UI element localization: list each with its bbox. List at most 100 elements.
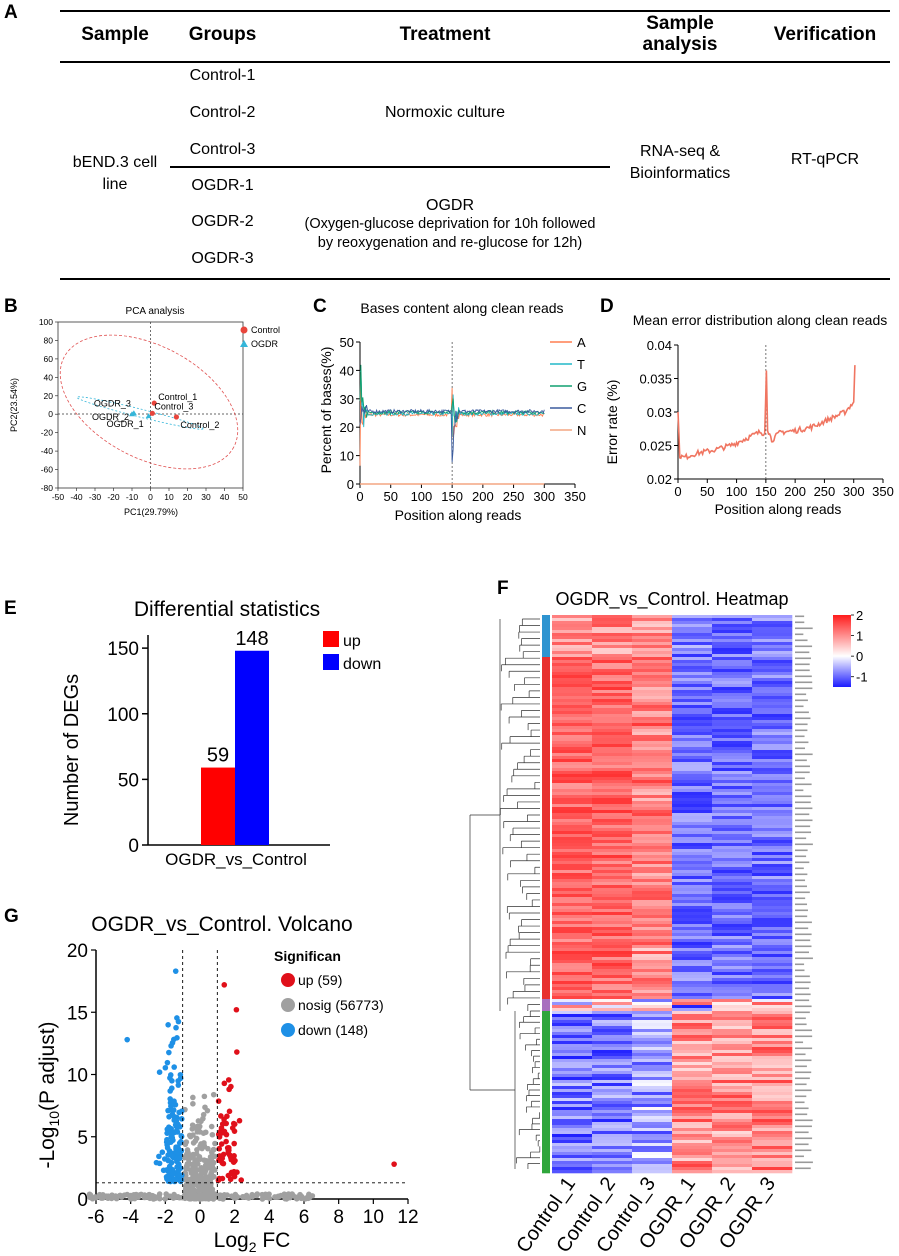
- volcano-point-nosig: [170, 1195, 177, 1201]
- heatmap-cell: [552, 1074, 593, 1078]
- heatmap-cell: [672, 1140, 713, 1144]
- heatmap-cluster-bar: [542, 1104, 550, 1108]
- volcano-point-nosig: [182, 1195, 188, 1202]
- heatmap-cell: [592, 1143, 633, 1147]
- heatmap-cluster-bar: [542, 687, 550, 691]
- dendrogram-branch: [512, 827, 540, 835]
- heatmap-cell: [632, 969, 673, 973]
- volcano-point-nosig: [185, 1191, 192, 1197]
- heatmap-cell: [632, 672, 673, 676]
- heatmap-cell: [672, 882, 713, 886]
- heatmap-cluster-bar: [542, 744, 550, 748]
- heatmap-cell: [552, 1107, 593, 1111]
- table-header-rule: [60, 61, 890, 63]
- heatmap-cell: [592, 906, 633, 910]
- heatmap-cell: [712, 984, 753, 988]
- dendrogram-branch: [502, 847, 540, 855]
- volcano-point-nosig: [183, 1163, 190, 1169]
- heatmap-row-label: [795, 909, 808, 912]
- dendrogram-branch: [507, 945, 540, 953]
- volcano-point-nosig: [184, 1149, 191, 1156]
- heatmap-cell: [552, 858, 593, 862]
- heatmap-cell: [752, 717, 793, 721]
- heatmap-cell: [672, 1041, 713, 1045]
- heatmap-cluster-bar: [542, 669, 550, 673]
- dendrogram-branch: [509, 834, 540, 842]
- heatmap-cell: [592, 969, 633, 973]
- heatmap-cell: [672, 870, 713, 874]
- heatmap-cell: [752, 936, 793, 940]
- heatmap-cell: [712, 1041, 753, 1045]
- heatmap-cell: [752, 915, 793, 919]
- dendrogram-branch: [529, 964, 540, 972]
- heatmap-cell: [632, 927, 673, 931]
- heatmap-cell: [672, 915, 713, 919]
- heatmap-cell: [672, 897, 713, 901]
- heatmap-cell: [632, 1002, 673, 1006]
- heatmap-cell: [752, 1047, 793, 1051]
- heatmap-cell: [632, 747, 673, 751]
- heatmap-cell: [552, 1104, 593, 1108]
- heatmap-row-label: [795, 1041, 804, 1044]
- heatmap-cell: [552, 1014, 593, 1018]
- dendrogram-branch: [522, 886, 540, 894]
- heatmap-cell: [632, 675, 673, 679]
- pca-title: PCA analysis: [126, 306, 185, 317]
- heatmap-cell: [752, 951, 793, 955]
- heatmap-cell: [672, 786, 713, 790]
- heatmap-cell: [552, 966, 593, 970]
- heatmap-cell: [712, 750, 753, 754]
- heatmap-cell: [752, 660, 793, 664]
- heatmap-cell: [752, 948, 793, 952]
- heatmap-cell: [592, 942, 633, 946]
- pca-ytick-label: 60: [44, 354, 54, 364]
- heatmap-cluster-bar: [542, 966, 550, 970]
- heatmap-cell: [752, 930, 793, 934]
- heatmap-cell: [592, 1122, 633, 1126]
- heatmap-cell: [672, 969, 713, 973]
- heatmap-cell: [672, 957, 713, 961]
- dendrogram-branch: [517, 762, 540, 770]
- heatmap-cell: [672, 867, 713, 871]
- heatmap-cluster-bar: [542, 696, 550, 700]
- heatmap-cell: [752, 1002, 793, 1006]
- heatmap-cell: [632, 1035, 673, 1039]
- heatmap-cluster-bar: [542, 1002, 550, 1006]
- heatmap-cell: [552, 1059, 593, 1063]
- heatmap-cell: [592, 801, 633, 805]
- volcano-point-up: [218, 1113, 224, 1119]
- volcano-point-down: [175, 1149, 181, 1155]
- heatmap-cell: [592, 711, 633, 715]
- pca-xtick-label: -10: [126, 492, 139, 502]
- heatmap-cell: [592, 717, 633, 721]
- heatmap-cell: [592, 693, 633, 697]
- heatmap-cell: [712, 753, 753, 757]
- volcano-point-nosig: [203, 1157, 210, 1164]
- heatmap-cluster-bar: [542, 621, 550, 625]
- heatmap-cluster-bar: [542, 657, 550, 661]
- heatmap-row-label: [795, 1005, 812, 1008]
- heatmap-cell: [672, 984, 713, 988]
- heatmap-cluster-bar: [542, 1095, 550, 1099]
- heatmap-cluster-bar: [542, 786, 550, 790]
- dendrogram-branch: [535, 1134, 540, 1141]
- heatmap-cell: [632, 1020, 673, 1024]
- volcano-point-up: [225, 1147, 232, 1154]
- heatmap-cell: [552, 834, 593, 838]
- volcano-ytick-label: 0: [77, 1190, 88, 1211]
- bases-xtick-label: 100: [411, 489, 433, 504]
- heatmap-cell: [592, 1113, 633, 1117]
- heatmap-cell: [712, 1080, 753, 1084]
- heatmap-cell: [552, 885, 593, 889]
- heatmap-cell: [752, 816, 793, 820]
- heatmap-cell: [752, 906, 793, 910]
- heatmap-cell: [592, 921, 633, 925]
- heatmap-cluster-bar: [542, 801, 550, 805]
- heatmap-cell: [552, 1026, 593, 1030]
- heatmap-cell: [552, 1086, 593, 1090]
- table-top-rule: [60, 10, 890, 12]
- heatmap-cell: [632, 795, 673, 799]
- volcano-point-nosig: [191, 1124, 198, 1131]
- heatmap-cell: [552, 777, 593, 781]
- heatmap-cell: [712, 1164, 753, 1168]
